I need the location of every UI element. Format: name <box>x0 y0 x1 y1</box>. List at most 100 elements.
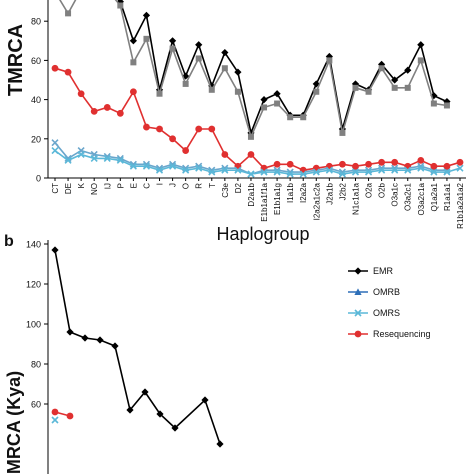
y-tick-label: 140 <box>26 240 41 250</box>
data-point <box>391 158 399 166</box>
panel-a-series <box>51 0 464 178</box>
x-tick-label: J <box>169 183 178 187</box>
data-point <box>299 170 307 178</box>
data-point <box>325 52 333 61</box>
x-tick-label: Q1a2a1 <box>430 182 439 211</box>
data-point <box>51 146 59 155</box>
data-point <box>221 65 228 72</box>
y-tick-label: 60 <box>31 56 41 66</box>
series-line <box>54 142 447 175</box>
data-point <box>51 139 59 147</box>
data-point <box>234 68 242 76</box>
data-point <box>391 84 398 91</box>
x-tick-label: DE <box>64 183 73 194</box>
y-tick-label: 40 <box>31 95 41 105</box>
data-point <box>365 160 372 168</box>
series-emr <box>116 0 451 137</box>
panel-a-xlabel: Haplogroup <box>216 224 309 244</box>
x-tick-label: O2a <box>365 182 374 198</box>
data-point <box>430 162 438 170</box>
y-tick-label: 60 <box>31 400 41 410</box>
data-point <box>117 2 124 9</box>
x-tick-label: O3a2c1 <box>404 182 413 211</box>
data-point <box>430 100 437 107</box>
x-tick-label: E1b1a1g <box>273 183 282 215</box>
data-point <box>260 96 268 104</box>
panel-b-y-ticks: 60 80 100 120 140 <box>26 240 48 410</box>
data-point <box>77 150 85 159</box>
data-point <box>456 164 464 172</box>
data-point <box>90 154 98 162</box>
data-point <box>103 104 111 111</box>
data-point <box>171 424 179 432</box>
x-tick-label: I1a1b <box>286 182 295 203</box>
data-point <box>169 45 176 52</box>
data-point <box>195 41 203 49</box>
data-point <box>325 166 333 174</box>
x-tick-label: K <box>77 182 86 188</box>
data-point <box>90 107 98 115</box>
y-tick-label: 20 <box>31 134 41 144</box>
data-point <box>156 125 163 133</box>
data-point <box>312 168 320 176</box>
data-point <box>155 166 164 174</box>
data-point <box>221 166 229 174</box>
data-point <box>141 388 149 396</box>
data-point <box>64 68 72 76</box>
data-point <box>143 123 150 131</box>
data-point <box>326 57 333 64</box>
x-tick-label: C <box>142 183 151 189</box>
legend-label: EMR <box>373 266 394 276</box>
x-tick-label: E1b1a1f1a <box>260 182 269 221</box>
data-point <box>195 164 203 172</box>
x-tick-label: I <box>156 183 165 185</box>
series-line <box>117 0 448 136</box>
x-tick-label: R1b1a2a1a2 <box>456 182 465 228</box>
data-point <box>417 57 424 64</box>
data-point <box>339 129 346 136</box>
panel-a-ylabel: TMRCA <box>5 24 27 96</box>
data-point <box>221 151 229 158</box>
legend-label: Resequencing <box>373 329 431 339</box>
data-point <box>417 156 425 164</box>
series-omrs-lower <box>51 146 464 178</box>
data-point <box>378 158 386 166</box>
series-line <box>59 0 448 140</box>
data-point <box>129 37 137 45</box>
series-line <box>54 67 461 172</box>
x-tick-label: C3e <box>221 182 230 197</box>
data-point <box>391 76 399 84</box>
legend-item: OMRB <box>348 287 400 297</box>
x-tick-label: J2b2 <box>338 182 347 200</box>
series-line <box>54 149 461 175</box>
data-point <box>129 88 137 96</box>
data-point <box>404 66 412 74</box>
data-point <box>130 59 137 66</box>
data-point <box>182 166 190 174</box>
data-point <box>195 55 202 62</box>
y-tick-label: 0 <box>36 174 41 184</box>
data-point <box>286 170 294 178</box>
data-point <box>273 160 281 168</box>
data-point <box>156 410 164 418</box>
series-omrb <box>59 0 450 140</box>
data-point <box>221 48 229 57</box>
data-point <box>65 10 72 17</box>
legend-marker <box>354 267 362 275</box>
data-point <box>142 162 151 170</box>
data-point <box>111 342 119 350</box>
data-point <box>116 156 124 164</box>
legend-item: OMRS <box>348 308 400 318</box>
data-point <box>51 246 59 254</box>
data-point <box>103 154 111 162</box>
data-point <box>456 158 464 166</box>
data-point <box>156 90 163 97</box>
legend: EMR OMRB OMRS Resequencing <box>348 266 431 339</box>
data-point <box>365 88 372 95</box>
panel-a-x-ticks: CT DE K NO IJ P E C I J O R T C3e D2 D2a1b E1b1a1f1a E1b1… <box>51 178 465 229</box>
x-tick-label: I2a2a1c2a <box>312 182 321 220</box>
data-point <box>261 104 268 111</box>
data-point <box>201 396 209 404</box>
